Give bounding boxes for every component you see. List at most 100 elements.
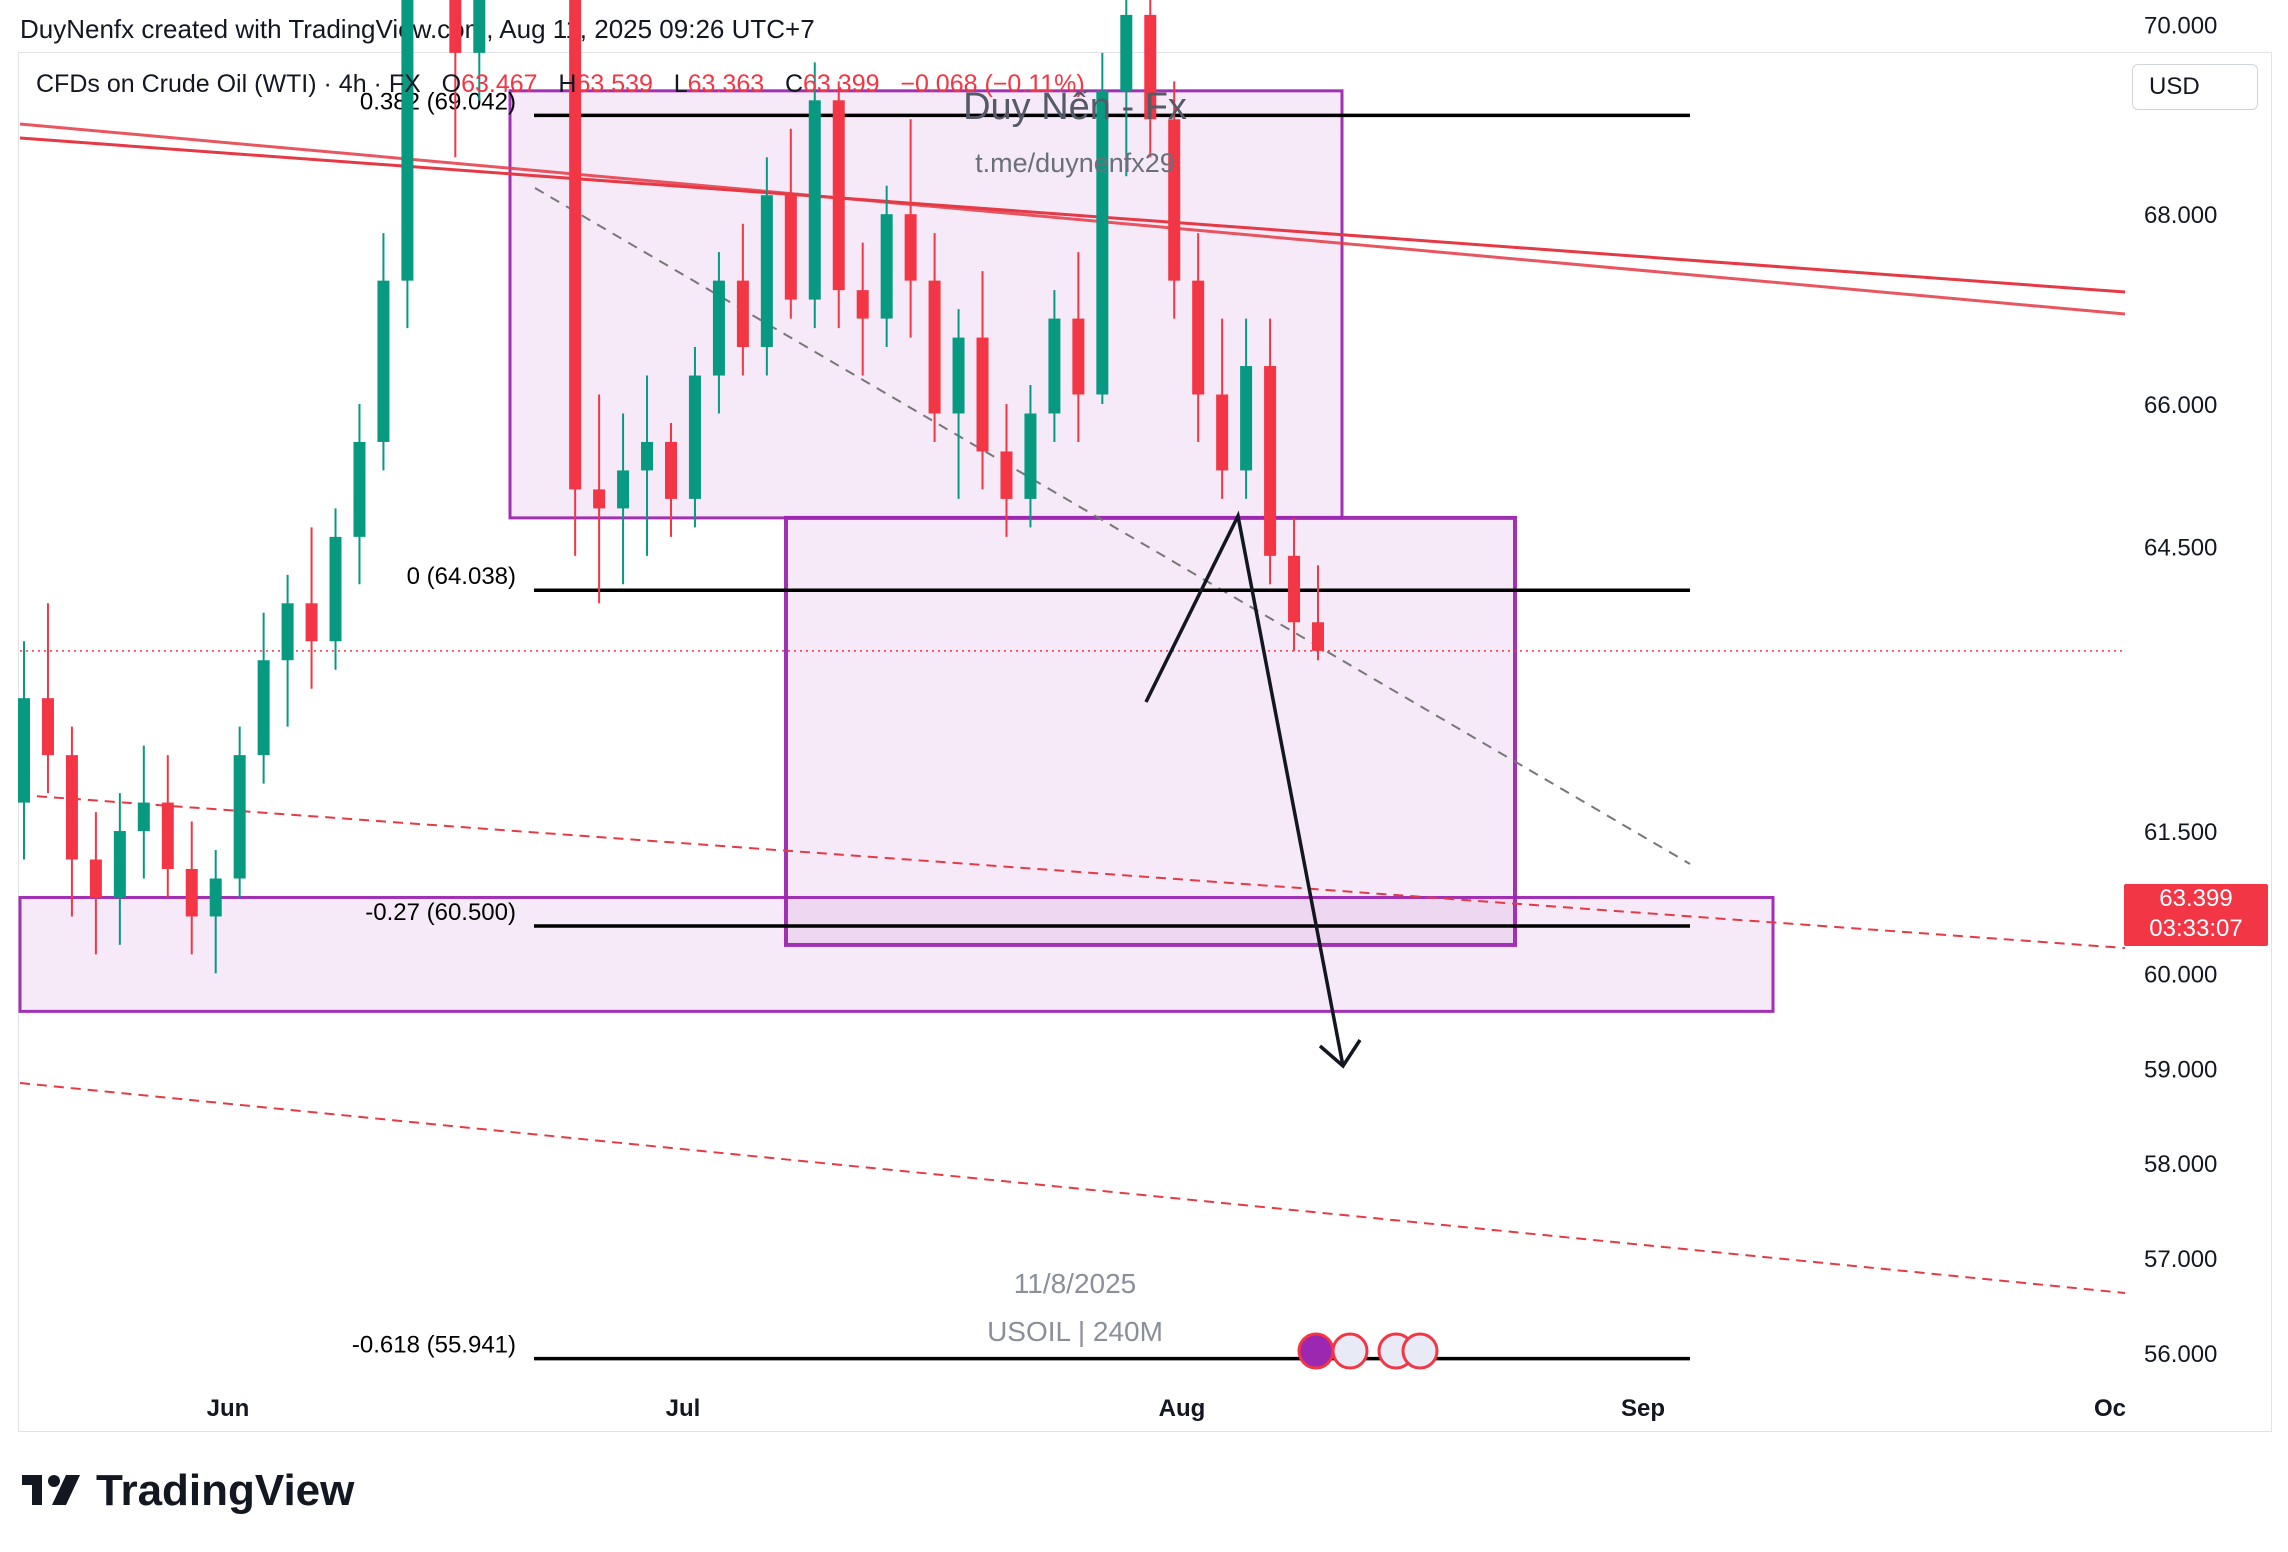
- ohlc-legend: CFDs on Crude Oil (WTI) · 4h · FX O63.46…: [36, 70, 1085, 99]
- candle-body: [1144, 14, 1157, 120]
- watermark-title: Duy Nến - Fx: [963, 86, 1187, 128]
- fib-level-label: 0.382 (69.042): [360, 88, 516, 115]
- fib-level-label: -0.618 (55.941): [352, 1332, 516, 1359]
- candle-body: [880, 214, 893, 319]
- candle-body: [688, 375, 701, 499]
- projection-path: [1144, 510, 1345, 1067]
- y-tick-label: 64.500: [2144, 534, 2217, 561]
- candle-body: [784, 195, 797, 300]
- candle-body: [904, 214, 917, 281]
- candle-body: [641, 441, 654, 471]
- fib-zone: [784, 515, 1517, 947]
- projection-arrowhead: [1318, 1039, 1362, 1069]
- tradingview-logo[interactable]: TradingView: [22, 1466, 354, 1516]
- candle-body: [1120, 14, 1133, 91]
- candle-body: [1216, 394, 1229, 471]
- x-tick-label: Jul: [666, 1395, 701, 1422]
- y-tick-label: 60.000: [2144, 961, 2217, 988]
- candle-body: [1264, 366, 1277, 556]
- x-tick-label: Oc: [2094, 1395, 2126, 1422]
- close-label: C: [784, 70, 804, 98]
- trend-line: [19, 136, 2126, 294]
- candle-body: [65, 755, 78, 860]
- fib-level-label: -0.27 (60.500): [365, 899, 516, 926]
- x-tick-label: Sep: [1621, 1395, 1665, 1422]
- y-tick-label: 58.000: [2144, 1151, 2217, 1178]
- candle-body: [137, 802, 150, 832]
- fib-diagonal: [534, 187, 1691, 865]
- candle-body: [41, 698, 54, 756]
- y-tick-label: 59.000: [2144, 1056, 2217, 1083]
- fib-level-label: 0 (64.038): [407, 563, 516, 590]
- last-price-value: 63.399: [2159, 885, 2233, 912]
- candle-body: [281, 603, 294, 661]
- symbol-label[interactable]: CFDs on Crude Oil (WTI) · 4h · FX: [36, 70, 421, 98]
- candle-body: [113, 831, 126, 898]
- open-label: O: [441, 70, 462, 98]
- event-icon: [1331, 1332, 1369, 1370]
- brand-name: TradingView: [96, 1466, 355, 1515]
- y-tick-label: 66.000: [2144, 392, 2217, 419]
- y-tick-label: 68.000: [2144, 202, 2217, 229]
- candle-body: [185, 869, 198, 917]
- candle-body: [760, 195, 773, 348]
- candle-body: [1240, 366, 1253, 471]
- tradingview-logo-icon: [22, 1475, 80, 1505]
- dashed-channel-line: [19, 794, 2126, 949]
- candle-body: [18, 698, 30, 803]
- watermark-date: 11/8/2025: [1013, 1268, 1137, 1299]
- candle-body: [856, 290, 869, 319]
- candle-body: [1096, 90, 1109, 395]
- candle-body: [1312, 622, 1324, 651]
- candle-body: [976, 337, 989, 452]
- candle-body: [952, 337, 965, 414]
- low-value: 63.363: [687, 70, 765, 98]
- open-value: 63.467: [461, 70, 538, 98]
- trend-line: [19, 122, 2126, 316]
- countdown-timer: 03:33:07: [2149, 915, 2243, 942]
- candle-body: [617, 470, 630, 509]
- candle-body: [161, 802, 174, 870]
- candle-body: [353, 441, 366, 537]
- high-label: H: [558, 70, 577, 98]
- y-tick-label: 57.000: [2144, 1246, 2217, 1273]
- candle-body: [665, 441, 677, 499]
- event-icon: [1401, 1332, 1439, 1370]
- candle-body: [449, 0, 462, 53]
- candle-body: [401, 0, 414, 281]
- candle-body: [593, 489, 606, 509]
- fib-zone: [18, 895, 1775, 1013]
- dashed-channel-line: [19, 1082, 2126, 1294]
- low-label: L: [673, 70, 688, 98]
- candle-body: [1000, 451, 1013, 499]
- candle-body: [832, 100, 845, 291]
- candle-body: [329, 536, 342, 642]
- candle-body: [808, 100, 821, 300]
- candle-body: [928, 280, 941, 414]
- currency-selector[interactable]: USD: [2132, 64, 2258, 110]
- candle-body: [736, 280, 749, 348]
- candle-body: [1192, 280, 1205, 395]
- high-value: 63.539: [576, 70, 653, 98]
- candle-body: [1048, 318, 1061, 414]
- candle-body: [473, 0, 486, 53]
- close-value: 63.399: [803, 70, 880, 98]
- watermark-link: t.me/duynenfx29: [975, 148, 1175, 178]
- y-tick-label: 61.500: [2144, 819, 2217, 846]
- candle-body: [233, 755, 246, 879]
- candle-body: [377, 280, 390, 442]
- candle-body: [209, 878, 222, 917]
- candle-body: [89, 859, 102, 898]
- change-value: −0.068 (−0.11%): [900, 70, 1085, 98]
- candle-body: [1168, 119, 1181, 281]
- candle-body: [305, 603, 318, 642]
- candle-body: [1072, 318, 1085, 395]
- x-tick-label: Aug: [1159, 1395, 1206, 1422]
- candle-body: [257, 660, 270, 756]
- last-price-tag: 63.399 03:33:07: [2124, 884, 2268, 946]
- candle-body: [569, 0, 582, 490]
- watermark-symbol: USOIL | 240M: [987, 1316, 1163, 1347]
- attribution-text: DuyNenfx created with TradingView.com, A…: [20, 14, 815, 44]
- x-tick-label: Jun: [207, 1395, 250, 1422]
